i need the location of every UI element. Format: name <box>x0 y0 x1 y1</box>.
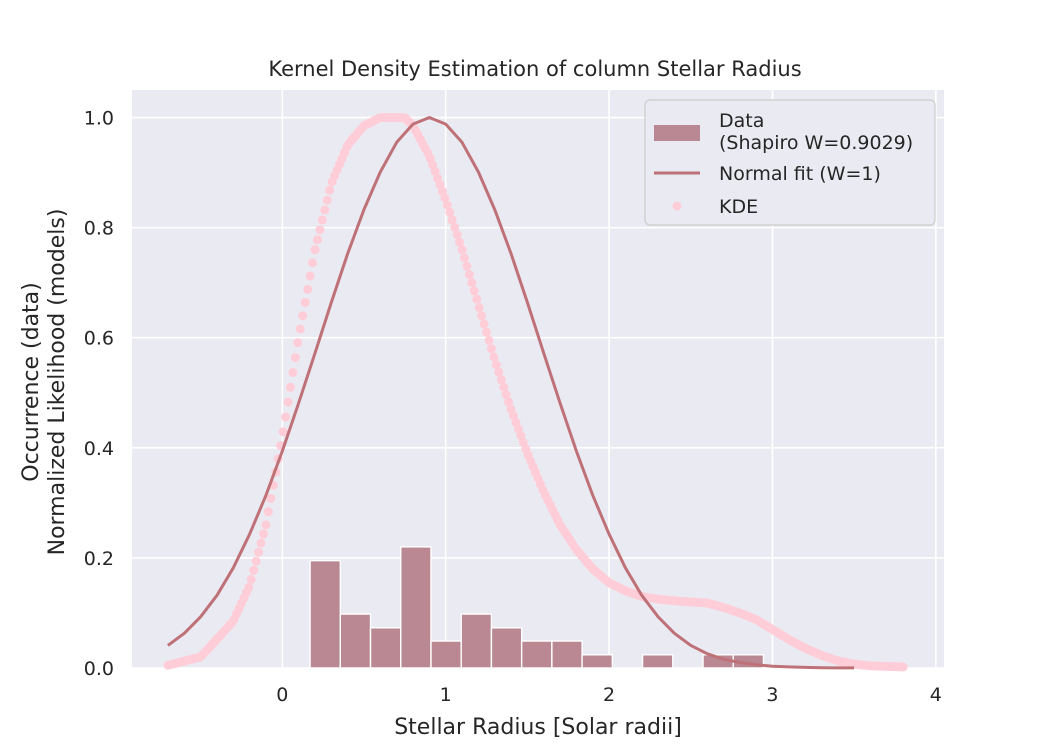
y-tick-labels: 0.0 0.2 0.4 0.6 0.8 1.0 <box>84 108 114 680</box>
kde-point <box>479 319 489 329</box>
kde-point <box>244 582 254 592</box>
legend-kde-label: KDE <box>719 196 758 218</box>
kde-point <box>455 237 465 247</box>
kde-point <box>496 375 506 385</box>
kde-point <box>315 225 325 235</box>
chart-title: Kernel Density Estimation of column Stel… <box>268 57 801 81</box>
y-tick-label: 0.8 <box>84 218 114 240</box>
kde-point <box>251 556 261 566</box>
kde-point <box>305 271 315 281</box>
kde-point <box>486 344 496 354</box>
kde-point <box>467 278 477 288</box>
kde-point <box>308 258 318 268</box>
y-tick-label: 0.0 <box>84 658 114 680</box>
histogram-bar <box>490 627 523 669</box>
histogram-bar <box>641 654 674 669</box>
histogram-bar <box>581 654 614 669</box>
histogram-bar <box>551 640 583 669</box>
y-tick-label: 1.0 <box>84 108 114 130</box>
kde-point <box>254 547 264 557</box>
legend-data-sublabel: (Shapiro W=0.9029) <box>719 132 913 154</box>
legend-data-label: Data <box>719 110 764 132</box>
kde-point <box>898 662 908 672</box>
histogram-bar <box>460 613 493 669</box>
kde-point <box>249 565 259 575</box>
kde-point <box>477 311 487 321</box>
kde-point <box>499 382 509 392</box>
histogram-bars <box>309 546 765 669</box>
kde-point <box>450 222 460 232</box>
x-axis-label: Stellar Radius [Solar radii] <box>394 715 682 740</box>
y-axis-label-line2: Normalized Likelihood (models) <box>45 209 70 556</box>
kde-point <box>445 207 455 217</box>
kde-point <box>300 297 310 307</box>
x-tick-label: 0 <box>276 684 288 706</box>
kde-point <box>283 397 293 407</box>
kde-point <box>246 574 256 584</box>
kde-point <box>472 294 482 304</box>
kde-point <box>474 302 484 312</box>
x-tick-label: 3 <box>766 684 778 706</box>
histogram-bar <box>520 640 553 669</box>
kde-point <box>501 389 511 399</box>
kde-point <box>261 520 271 530</box>
y-tick-label: 0.6 <box>84 328 114 350</box>
kde-point <box>464 269 474 279</box>
normal-fit-series <box>167 116 855 670</box>
kde-point <box>285 382 295 392</box>
kde-point <box>288 367 298 377</box>
kde-point <box>281 412 291 422</box>
kde-point <box>298 311 308 321</box>
kde-point <box>494 367 504 377</box>
kde-point <box>484 335 494 345</box>
kde-point <box>293 338 303 348</box>
kde-point <box>256 538 266 548</box>
kde-point <box>440 193 450 203</box>
kde-point <box>462 261 472 271</box>
y-tick-label: 0.4 <box>84 438 114 460</box>
kde-point <box>452 230 462 240</box>
kde-point <box>303 284 313 294</box>
kde-point <box>317 215 327 225</box>
histogram-bar <box>339 613 372 669</box>
x-tick-label: 1 <box>440 684 452 706</box>
kde-series <box>163 113 908 672</box>
kde-point <box>489 352 499 362</box>
x-tick-label: 4 <box>930 684 942 706</box>
kde-point <box>312 235 322 245</box>
histogram-bar <box>369 627 402 669</box>
kde-point <box>459 253 469 263</box>
kde-point <box>320 205 330 215</box>
histogram-bar <box>400 546 432 669</box>
legend: Data (Shapiro W=0.9029) Normal fit (W=1)… <box>644 99 936 226</box>
kde-point <box>482 327 492 337</box>
kde-point <box>310 245 320 255</box>
y-tick-label: 0.2 <box>84 548 114 570</box>
x-tick-label: 2 <box>603 684 615 706</box>
kde-point <box>442 200 452 210</box>
histogram-bar <box>309 559 342 669</box>
legend-kde-swatch <box>672 201 682 211</box>
kde-point <box>290 353 300 363</box>
kde-point <box>266 493 276 503</box>
kde-point <box>263 507 273 517</box>
x-tick-labels: 0 1 2 3 4 <box>276 684 942 706</box>
kde-point <box>491 360 501 370</box>
kde-point <box>295 324 305 334</box>
kde-point <box>447 215 457 225</box>
histogram-bar <box>430 640 462 669</box>
normal-fit-line <box>167 116 855 670</box>
legend-normal-label: Normal fit (W=1) <box>719 163 881 185</box>
y-axis-label-line1: Occurrence (data) <box>19 282 44 482</box>
kde-point <box>322 195 332 205</box>
legend-box <box>644 99 936 226</box>
kde-point <box>469 286 479 296</box>
kde-point <box>259 529 269 539</box>
kde-point <box>504 397 514 407</box>
kde-point <box>325 185 335 195</box>
kde-point <box>278 427 288 437</box>
legend-data-swatch <box>654 125 700 141</box>
kde-point <box>457 245 467 255</box>
